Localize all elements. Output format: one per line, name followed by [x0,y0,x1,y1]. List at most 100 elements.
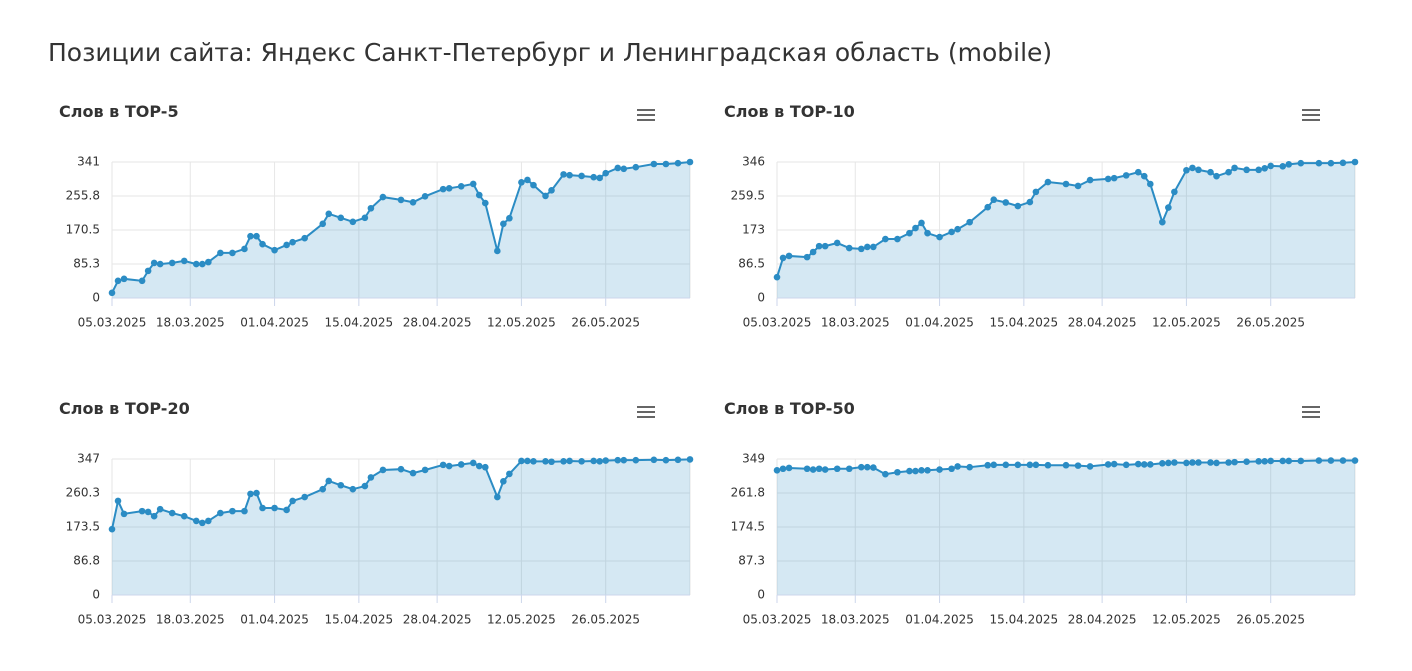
x-tick-label: 26.05.2025 [571,613,640,627]
point [349,485,357,493]
y-tick-label: 174.5 [731,520,765,534]
menu-button[interactable] [1302,406,1320,418]
menu-button[interactable] [1302,109,1320,121]
menu-button[interactable] [637,109,655,121]
point [966,218,973,226]
point [1104,461,1112,468]
point [1146,461,1154,468]
point [1171,188,1178,196]
y-tick-label: 173 [742,223,765,237]
point [1086,463,1094,470]
point [1140,172,1148,180]
point [301,493,308,501]
x-tick-label: 28.04.2025 [1068,613,1137,627]
point [421,192,429,200]
point [906,467,913,475]
point [1165,459,1172,467]
point [990,196,998,204]
point [1213,172,1220,180]
point [785,464,793,472]
point [1159,218,1166,226]
point [1207,459,1214,466]
point [199,519,206,527]
point [1351,457,1359,464]
point [1002,461,1010,469]
point [241,245,248,253]
point [217,509,224,517]
menu-button[interactable] [637,406,655,418]
point [815,242,823,250]
point [397,196,405,204]
y-tick-label: 170.5 [66,223,100,237]
point [773,467,781,474]
point [120,275,128,283]
point [481,199,489,207]
point [990,461,998,469]
point [954,225,961,233]
y-tick-label: 85.3 [73,256,100,270]
x-tick-label: 28.04.2025 [403,613,472,627]
x-tick-label: 01.04.2025 [240,613,309,627]
point [1074,462,1082,469]
point [506,470,513,478]
point [1014,202,1022,210]
point [1189,164,1196,172]
point [845,244,853,252]
point [620,456,628,464]
point [803,465,811,473]
x-tick-label: 01.04.2025 [905,613,974,627]
y-tick-label: 87.3 [738,553,765,567]
point [144,508,152,516]
point [1339,457,1347,464]
point [1213,459,1220,467]
point [361,482,369,490]
y-tick-label: 173.5 [66,520,100,534]
point [1267,162,1275,170]
point [984,203,992,211]
point [1351,158,1359,166]
point [229,249,236,257]
x-tick-label: 12.05.2025 [487,316,556,330]
point [1134,168,1142,176]
point [662,456,670,464]
point [445,185,453,192]
point [614,456,622,464]
point [1315,457,1323,464]
point [1032,188,1040,196]
point [1104,175,1112,183]
point [367,474,375,481]
y-tick-label: 86.5 [738,257,765,271]
point [518,457,525,465]
point [1140,461,1148,468]
point [845,465,853,473]
point [936,466,943,473]
point [445,462,453,470]
point [1171,459,1178,466]
y-tick-label: 259.5 [731,189,765,203]
point [954,463,961,470]
x-tick-label: 05.03.2025 [743,316,812,330]
y-tick-label: 255.8 [66,188,100,202]
point [1044,178,1052,186]
point [1165,204,1172,211]
x-tick-label: 15.04.2025 [324,316,393,330]
point [809,466,817,473]
point [560,458,567,465]
point [379,193,387,201]
x-tick-label: 18.03.2025 [821,613,890,627]
point [475,462,483,470]
y-tick-label: 0 [92,588,100,602]
point [650,160,658,168]
point [1207,168,1214,176]
point [1134,460,1142,468]
y-tick-label: 349 [742,452,765,466]
point [283,241,290,249]
chart-panel: Слов в TOP-5 0 85.3 170.5 255.8 341 05.03.2025… [59,102,694,330]
point [247,490,254,498]
point [367,204,375,212]
point [199,260,206,268]
point [457,183,465,190]
point [247,232,254,240]
point [494,247,501,255]
